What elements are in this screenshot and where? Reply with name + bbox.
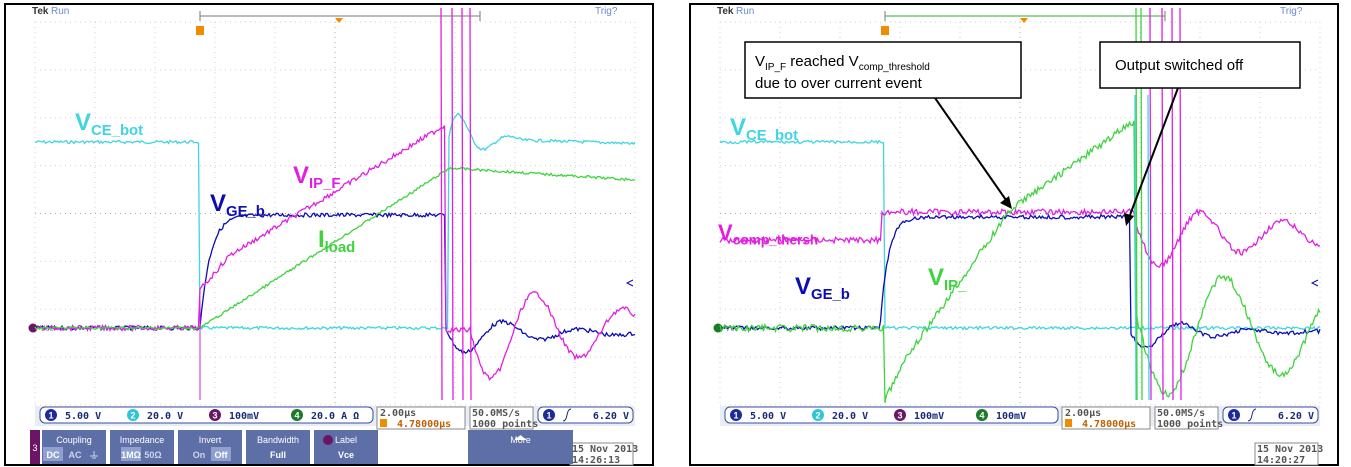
menu-button-title: Label xyxy=(335,435,357,445)
trigger-level: 6.20 V xyxy=(1278,411,1314,422)
acq-rate: 50.0MS/s xyxy=(472,408,520,419)
date: 15 Nov 2013 xyxy=(1257,444,1323,455)
channel-scale: 20.0 V xyxy=(147,411,183,422)
label-sub: IP_ xyxy=(944,278,967,294)
timebase-scale: 2.00µs xyxy=(1065,408,1101,419)
annotation-main: reached V xyxy=(786,53,859,70)
label-sub: comp_thersh xyxy=(733,232,819,247)
label-badge xyxy=(323,435,333,445)
menu-option: Vce xyxy=(338,450,354,460)
trigger-channel: 1 xyxy=(546,411,551,421)
timebase-position: 4.78000µs xyxy=(397,419,451,430)
menu-option: AC xyxy=(69,450,82,460)
brand: Tek xyxy=(32,6,49,17)
channel-scale: 100mV xyxy=(914,411,944,422)
timebase-scale: 2.00µs xyxy=(380,408,416,419)
annotation: Output switched off xyxy=(1115,57,1244,74)
trigger-level: 6.20 V xyxy=(593,411,629,422)
trigger-marker xyxy=(196,26,204,35)
acq-length: 1000 points xyxy=(472,418,538,430)
label-main: V xyxy=(718,220,733,245)
menu-button-title: Coupling xyxy=(56,435,92,445)
menu-channel: 3 xyxy=(32,443,37,453)
screenshot: TekRunTrig?VceVCE_botVIP_FVGE_bIload15.0… xyxy=(0,0,1351,467)
menu-option: On xyxy=(193,450,206,460)
channel-number: 1 xyxy=(48,411,53,421)
trigger-channel: 1 xyxy=(1231,411,1236,421)
channel-number: 1 xyxy=(733,411,738,421)
acq-rate: 50.0MS/s xyxy=(1157,408,1205,419)
channel-scale: 20.0 V xyxy=(832,411,868,422)
channel-number: 4 xyxy=(294,411,299,421)
label-main: V xyxy=(75,109,91,136)
label-main: V xyxy=(210,190,226,217)
timebase-position: 4.78000µs xyxy=(1082,419,1136,430)
trigger-status: Trig? xyxy=(595,6,618,17)
channel-scale: 20.0 A Ω xyxy=(311,411,359,422)
label-sub: GE_b xyxy=(226,204,265,220)
label-sub: GE_b xyxy=(811,287,850,303)
time: 14:26:13 xyxy=(572,455,620,466)
label-sub: load xyxy=(325,240,356,256)
menu-option: Off xyxy=(215,450,229,460)
menu-option: 1MΩ xyxy=(121,450,141,460)
label-main: V xyxy=(293,162,309,189)
menu-option: DC xyxy=(47,450,60,460)
annotation-sub: comp_threshold xyxy=(859,62,930,73)
menu-button-title: Invert xyxy=(199,435,222,445)
channel-number: 3 xyxy=(212,411,217,421)
acq-length: 1000 points xyxy=(1157,418,1223,430)
time: 14:20:27 xyxy=(1257,455,1305,466)
trigger-status: Trig? xyxy=(1280,6,1303,17)
label-sub: IP_F xyxy=(309,176,340,192)
trigger-marker xyxy=(881,26,889,35)
channel-number: 4 xyxy=(979,411,984,421)
menu-button-title: Bandwidth xyxy=(257,435,299,445)
label-main: V xyxy=(730,114,746,141)
position-marker xyxy=(1065,419,1072,427)
annotation-main: V xyxy=(755,53,765,70)
channel-scale: 100mV xyxy=(229,411,259,422)
label-main: V xyxy=(928,264,944,291)
position-marker xyxy=(380,419,387,427)
channel-number: 2 xyxy=(815,411,820,421)
channel-number: 2 xyxy=(130,411,135,421)
page: TekRunTrig?VceVCE_botVIP_FVGE_bIload15.0… xyxy=(0,0,1351,467)
channel-scale: 5.00 V xyxy=(750,411,786,422)
label-main: V xyxy=(795,273,811,300)
label-sub: CE_bot xyxy=(746,128,798,144)
channel-scale: 100mV xyxy=(996,411,1026,422)
annotation: due to over current event xyxy=(755,75,923,92)
brand: Tek xyxy=(717,6,734,17)
label-main: I xyxy=(318,226,325,253)
menu-button-title: Impedance xyxy=(120,435,165,445)
run-state: Run xyxy=(736,6,754,17)
date: 15 Nov 2013 xyxy=(572,444,638,455)
menu-option: 50Ω xyxy=(144,450,161,460)
annotation-sub: IP_F xyxy=(765,62,786,73)
channel-scale: 5.00 V xyxy=(65,411,101,422)
channel-number: 3 xyxy=(897,411,902,421)
label-sub: CE_bot xyxy=(91,123,143,139)
run-state: Run xyxy=(51,6,69,17)
menu-option: Full xyxy=(270,450,286,460)
